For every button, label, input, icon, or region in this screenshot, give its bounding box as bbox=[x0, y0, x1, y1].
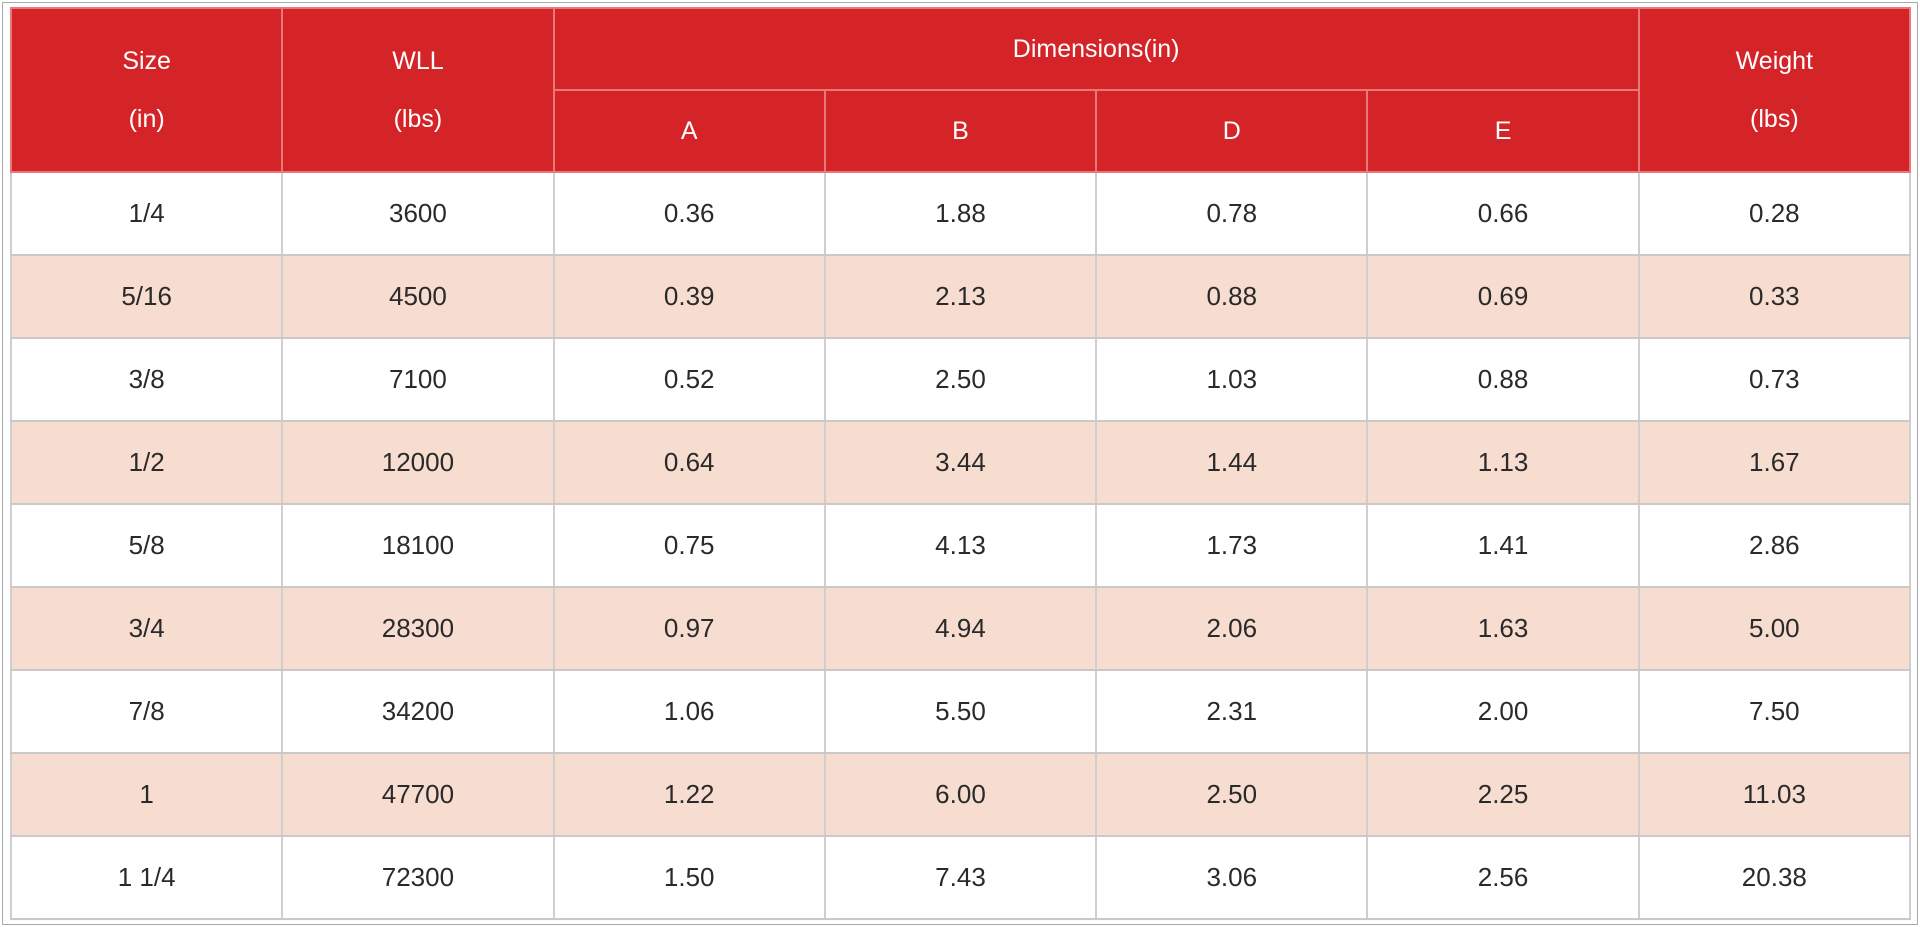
cell-size: 1/4 bbox=[9, 171, 284, 256]
cell-size: 3/8 bbox=[9, 337, 284, 422]
table-row: 5/8 18100 0.75 4.13 1.73 1.41 2.86 bbox=[9, 503, 1912, 588]
cell-dim-d: 0.88 bbox=[1095, 254, 1369, 339]
header-size-label: Size bbox=[122, 47, 171, 75]
cell-wll: 18100 bbox=[281, 503, 555, 588]
header-weight-unit: (lbs) bbox=[1750, 105, 1799, 133]
cell-weight: 11.03 bbox=[1637, 752, 1912, 837]
cell-dim-b: 5.50 bbox=[823, 669, 1098, 754]
cell-weight: 0.33 bbox=[1637, 254, 1912, 339]
header-dim-e: E bbox=[1366, 89, 1640, 173]
cell-size: 1/2 bbox=[9, 420, 284, 505]
cell-dim-a: 1.22 bbox=[552, 752, 826, 837]
cell-dim-a: 1.50 bbox=[552, 835, 826, 920]
cell-dim-b: 2.13 bbox=[823, 254, 1098, 339]
cell-dim-d: 2.31 bbox=[1095, 669, 1369, 754]
cell-dim-d: 1.44 bbox=[1095, 420, 1369, 505]
cell-size: 1 bbox=[9, 752, 284, 837]
cell-dim-a: 0.97 bbox=[552, 586, 826, 671]
cell-weight: 0.28 bbox=[1637, 171, 1912, 256]
cell-dim-e: 0.69 bbox=[1366, 254, 1640, 339]
header-weight: Weight (lbs) bbox=[1637, 7, 1912, 173]
cell-dim-a: 0.52 bbox=[552, 337, 826, 422]
header-wll-label: WLL bbox=[392, 47, 444, 75]
cell-dim-d: 0.78 bbox=[1095, 171, 1369, 256]
cell-wll: 47700 bbox=[281, 752, 555, 837]
cell-weight: 1.67 bbox=[1637, 420, 1912, 505]
header-dimensions: Dimensions(in) bbox=[552, 7, 1640, 91]
cell-dim-e: 2.56 bbox=[1366, 835, 1640, 920]
table-row: 7/8 34200 1.06 5.50 2.31 2.00 7.50 bbox=[9, 669, 1912, 754]
table-row: 3/4 28300 0.97 4.94 2.06 1.63 5.00 bbox=[9, 586, 1912, 671]
cell-dim-a: 0.75 bbox=[552, 503, 826, 588]
table-row: 1 47700 1.22 6.00 2.50 2.25 11.03 bbox=[9, 752, 1912, 837]
cell-dim-e: 0.66 bbox=[1366, 171, 1640, 256]
cell-dim-e: 0.88 bbox=[1366, 337, 1640, 422]
cell-wll: 3600 bbox=[281, 171, 555, 256]
cell-dim-d: 1.03 bbox=[1095, 337, 1369, 422]
cell-dim-e: 2.00 bbox=[1366, 669, 1640, 754]
header-dim-b: B bbox=[823, 89, 1098, 173]
cell-wll: 72300 bbox=[281, 835, 555, 920]
cell-weight: 20.38 bbox=[1637, 835, 1912, 920]
cell-size: 7/8 bbox=[9, 669, 284, 754]
cell-dim-d: 2.50 bbox=[1095, 752, 1369, 837]
header-wll-unit: (lbs) bbox=[393, 105, 443, 133]
header-size-unit: (in) bbox=[128, 105, 165, 133]
cell-dim-b: 6.00 bbox=[823, 752, 1098, 837]
table-row: 1/2 12000 0.64 3.44 1.44 1.13 1.67 bbox=[9, 420, 1912, 505]
cell-dim-b: 4.13 bbox=[823, 503, 1098, 588]
table-row: 1 1/4 72300 1.50 7.43 3.06 2.56 20.38 bbox=[9, 835, 1912, 920]
cell-wll: 7100 bbox=[281, 337, 555, 422]
cell-wll: 28300 bbox=[281, 586, 555, 671]
cell-size: 5/8 bbox=[9, 503, 284, 588]
cell-size: 1 1/4 bbox=[9, 835, 284, 920]
table-row: 1/4 3600 0.36 1.88 0.78 0.66 0.28 bbox=[9, 171, 1912, 256]
table-body: 1/4 3600 0.36 1.88 0.78 0.66 0.28 5/16 4500 0.39 2… bbox=[9, 171, 1912, 920]
cell-dim-e: 1.63 bbox=[1366, 586, 1640, 671]
header-size: Size (in) bbox=[9, 7, 284, 173]
cell-dim-d: 1.73 bbox=[1095, 503, 1369, 588]
cell-wll: 34200 bbox=[281, 669, 555, 754]
cell-dim-b: 7.43 bbox=[823, 835, 1098, 920]
cell-wll: 12000 bbox=[281, 420, 555, 505]
cell-weight: 2.86 bbox=[1637, 503, 1912, 588]
cell-size: 5/16 bbox=[9, 254, 284, 339]
cell-dim-a: 0.39 bbox=[552, 254, 826, 339]
header-wll: WLL (lbs) bbox=[281, 7, 555, 173]
cell-dim-a: 0.36 bbox=[552, 171, 826, 256]
header-dim-d: D bbox=[1095, 89, 1369, 173]
cell-weight: 7.50 bbox=[1637, 669, 1912, 754]
cell-dim-b: 3.44 bbox=[823, 420, 1098, 505]
cell-dim-b: 1.88 bbox=[823, 171, 1098, 256]
cell-dim-d: 2.06 bbox=[1095, 586, 1369, 671]
table-row: 3/8 7100 0.52 2.50 1.03 0.88 0.73 bbox=[9, 337, 1912, 422]
cell-dim-e: 1.13 bbox=[1366, 420, 1640, 505]
cell-wll: 4500 bbox=[281, 254, 555, 339]
table-header: Size (in) WLL (lbs) Dimensions(in) Weigh… bbox=[9, 7, 1912, 173]
cell-weight: 0.73 bbox=[1637, 337, 1912, 422]
cell-size: 3/4 bbox=[9, 586, 284, 671]
header-dim-a: A bbox=[552, 89, 826, 173]
cell-dim-b: 2.50 bbox=[823, 337, 1098, 422]
cell-weight: 5.00 bbox=[1637, 586, 1912, 671]
specifications-table: Size (in) WLL (lbs) Dimensions(in) Weigh… bbox=[9, 7, 1912, 920]
cell-dim-e: 1.41 bbox=[1366, 503, 1640, 588]
cell-dim-a: 1.06 bbox=[552, 669, 826, 754]
table-row: 5/16 4500 0.39 2.13 0.88 0.69 0.33 bbox=[9, 254, 1912, 339]
cell-dim-d: 3.06 bbox=[1095, 835, 1369, 920]
cell-dim-b: 4.94 bbox=[823, 586, 1098, 671]
header-weight-label: Weight bbox=[1735, 47, 1814, 75]
cell-dim-a: 0.64 bbox=[552, 420, 826, 505]
cell-dim-e: 2.25 bbox=[1366, 752, 1640, 837]
